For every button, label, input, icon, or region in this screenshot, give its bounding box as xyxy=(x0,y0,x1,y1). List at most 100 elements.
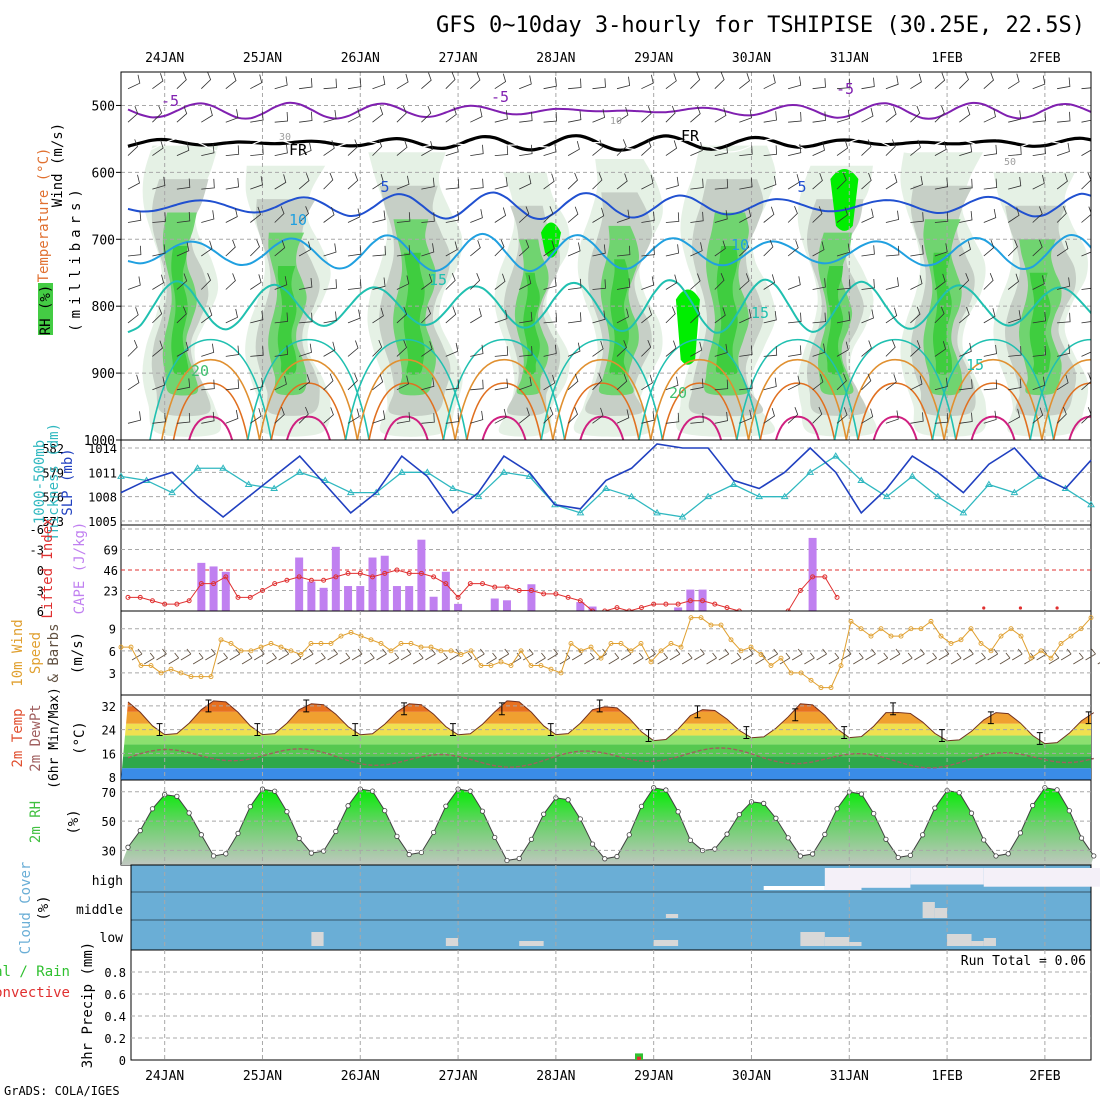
pressure-axis: 500 600 700 800 900 1000 xyxy=(84,99,121,449)
bottom-date-label: 30JAN xyxy=(732,1069,771,1084)
wind-barb xyxy=(127,411,142,424)
wind-barb-10m xyxy=(388,652,400,665)
wind-speed-point xyxy=(1058,641,1064,646)
contour-label: -5 xyxy=(161,92,179,110)
wind-barb-10m xyxy=(865,648,876,661)
wind-barb-10m xyxy=(645,648,656,661)
temp-minmax-bar xyxy=(449,723,456,737)
contour-label: FR xyxy=(289,141,308,159)
wind-barb xyxy=(1032,239,1043,257)
wind-barb xyxy=(519,175,532,190)
wind-barb xyxy=(616,409,630,424)
wind-barb xyxy=(323,373,334,391)
contour-label: -5 xyxy=(491,88,509,106)
top-date-label: 28JAN xyxy=(536,51,575,66)
wind-barb xyxy=(298,374,311,391)
rh-point xyxy=(614,853,620,860)
wind-barb xyxy=(250,377,264,391)
lifted-index-line xyxy=(128,569,838,615)
rh-point xyxy=(125,844,131,850)
wind-barb xyxy=(592,373,603,391)
isotherm-arch xyxy=(552,358,652,440)
wind-barb xyxy=(347,107,361,123)
wind-barb-10m xyxy=(205,648,216,661)
wind-speed-point xyxy=(658,648,664,654)
cape-bar xyxy=(490,598,499,611)
wind-barb-10m xyxy=(400,648,412,661)
wind-barb xyxy=(470,72,481,89)
lifted-index-point xyxy=(651,601,657,607)
precip-tick-label: 0.2 xyxy=(104,1032,126,1046)
wind-speed-point xyxy=(848,618,854,624)
rh-tick-label: 70 xyxy=(102,786,116,800)
isotherm-line xyxy=(127,191,1091,221)
rh-point xyxy=(443,803,449,809)
temp-minmax-bar xyxy=(890,702,897,716)
thickness-tick-label: 582 xyxy=(42,442,64,456)
wind-barb xyxy=(641,74,654,90)
rh-point xyxy=(186,810,192,816)
wind-barb xyxy=(518,407,530,424)
wind-speed-point xyxy=(898,633,904,639)
wind-barb xyxy=(494,73,507,90)
wind-speed-point xyxy=(878,626,884,632)
wind-barb xyxy=(1081,87,1091,90)
wind10m-panel: 9 6 3 10m Wind Speed & Barbs (m/s) xyxy=(10,610,1100,696)
wind-barb xyxy=(690,306,701,324)
rh-point xyxy=(272,788,278,794)
wind-barb xyxy=(298,173,310,190)
wind-barb xyxy=(396,73,409,90)
wind-barb xyxy=(274,407,285,424)
bottom-date-label: 26JAN xyxy=(341,1069,380,1084)
wind-barb xyxy=(885,410,899,424)
wind-barb xyxy=(372,307,384,324)
wind-speed-point xyxy=(278,644,284,650)
wind-speed-point xyxy=(798,670,804,676)
rh-point xyxy=(589,841,596,847)
wind-speed-point xyxy=(248,648,254,654)
wind-barb xyxy=(299,278,313,290)
contour-label: 5 xyxy=(380,178,389,196)
cloud-low-bar xyxy=(824,937,850,946)
rh-point xyxy=(223,851,229,857)
rh-point xyxy=(565,797,571,803)
cloud-cover-panel: high middle low Cloud Cover (%) xyxy=(18,862,1100,955)
wind-barb xyxy=(543,77,557,90)
wind-speed-point xyxy=(918,626,924,632)
wind-barb xyxy=(861,340,872,357)
cloud-label-a: Cloud Cover xyxy=(18,862,34,955)
wind-barb-10m xyxy=(376,648,387,661)
wind-barb xyxy=(274,174,287,190)
wind-barb xyxy=(1032,75,1046,90)
bottom-date-label: 29JAN xyxy=(634,1069,673,1084)
lifted-index-point xyxy=(162,601,168,607)
wind-barb xyxy=(665,140,678,156)
wind-barb xyxy=(201,240,213,257)
wind-barb xyxy=(763,274,776,290)
isotherm-arch xyxy=(931,338,1055,440)
thickness-point xyxy=(653,508,661,516)
wind-barb-10m xyxy=(192,652,204,665)
wind-barb xyxy=(127,105,139,123)
wind-barb xyxy=(543,344,557,357)
temp-minmax-bar xyxy=(352,723,359,737)
wind-barb xyxy=(1081,407,1091,424)
wind-speed-point xyxy=(1088,615,1094,621)
wind-barb xyxy=(567,373,579,391)
wind-barb xyxy=(250,346,264,357)
wind-barb xyxy=(445,342,459,357)
wind-speed-point xyxy=(318,641,324,646)
wind-barb xyxy=(1056,206,1067,223)
wind-speed-point xyxy=(228,641,234,646)
rh-point xyxy=(675,809,681,815)
contour-label: 50 xyxy=(1004,157,1016,168)
wind-speed-point xyxy=(1068,633,1074,639)
wind-barb xyxy=(763,74,776,90)
wind-barb xyxy=(372,339,383,357)
rh-line xyxy=(127,787,1095,862)
thickness-point xyxy=(908,472,917,479)
wind-barb xyxy=(910,212,924,223)
rh-point xyxy=(333,828,339,835)
wind-barb xyxy=(323,407,334,424)
